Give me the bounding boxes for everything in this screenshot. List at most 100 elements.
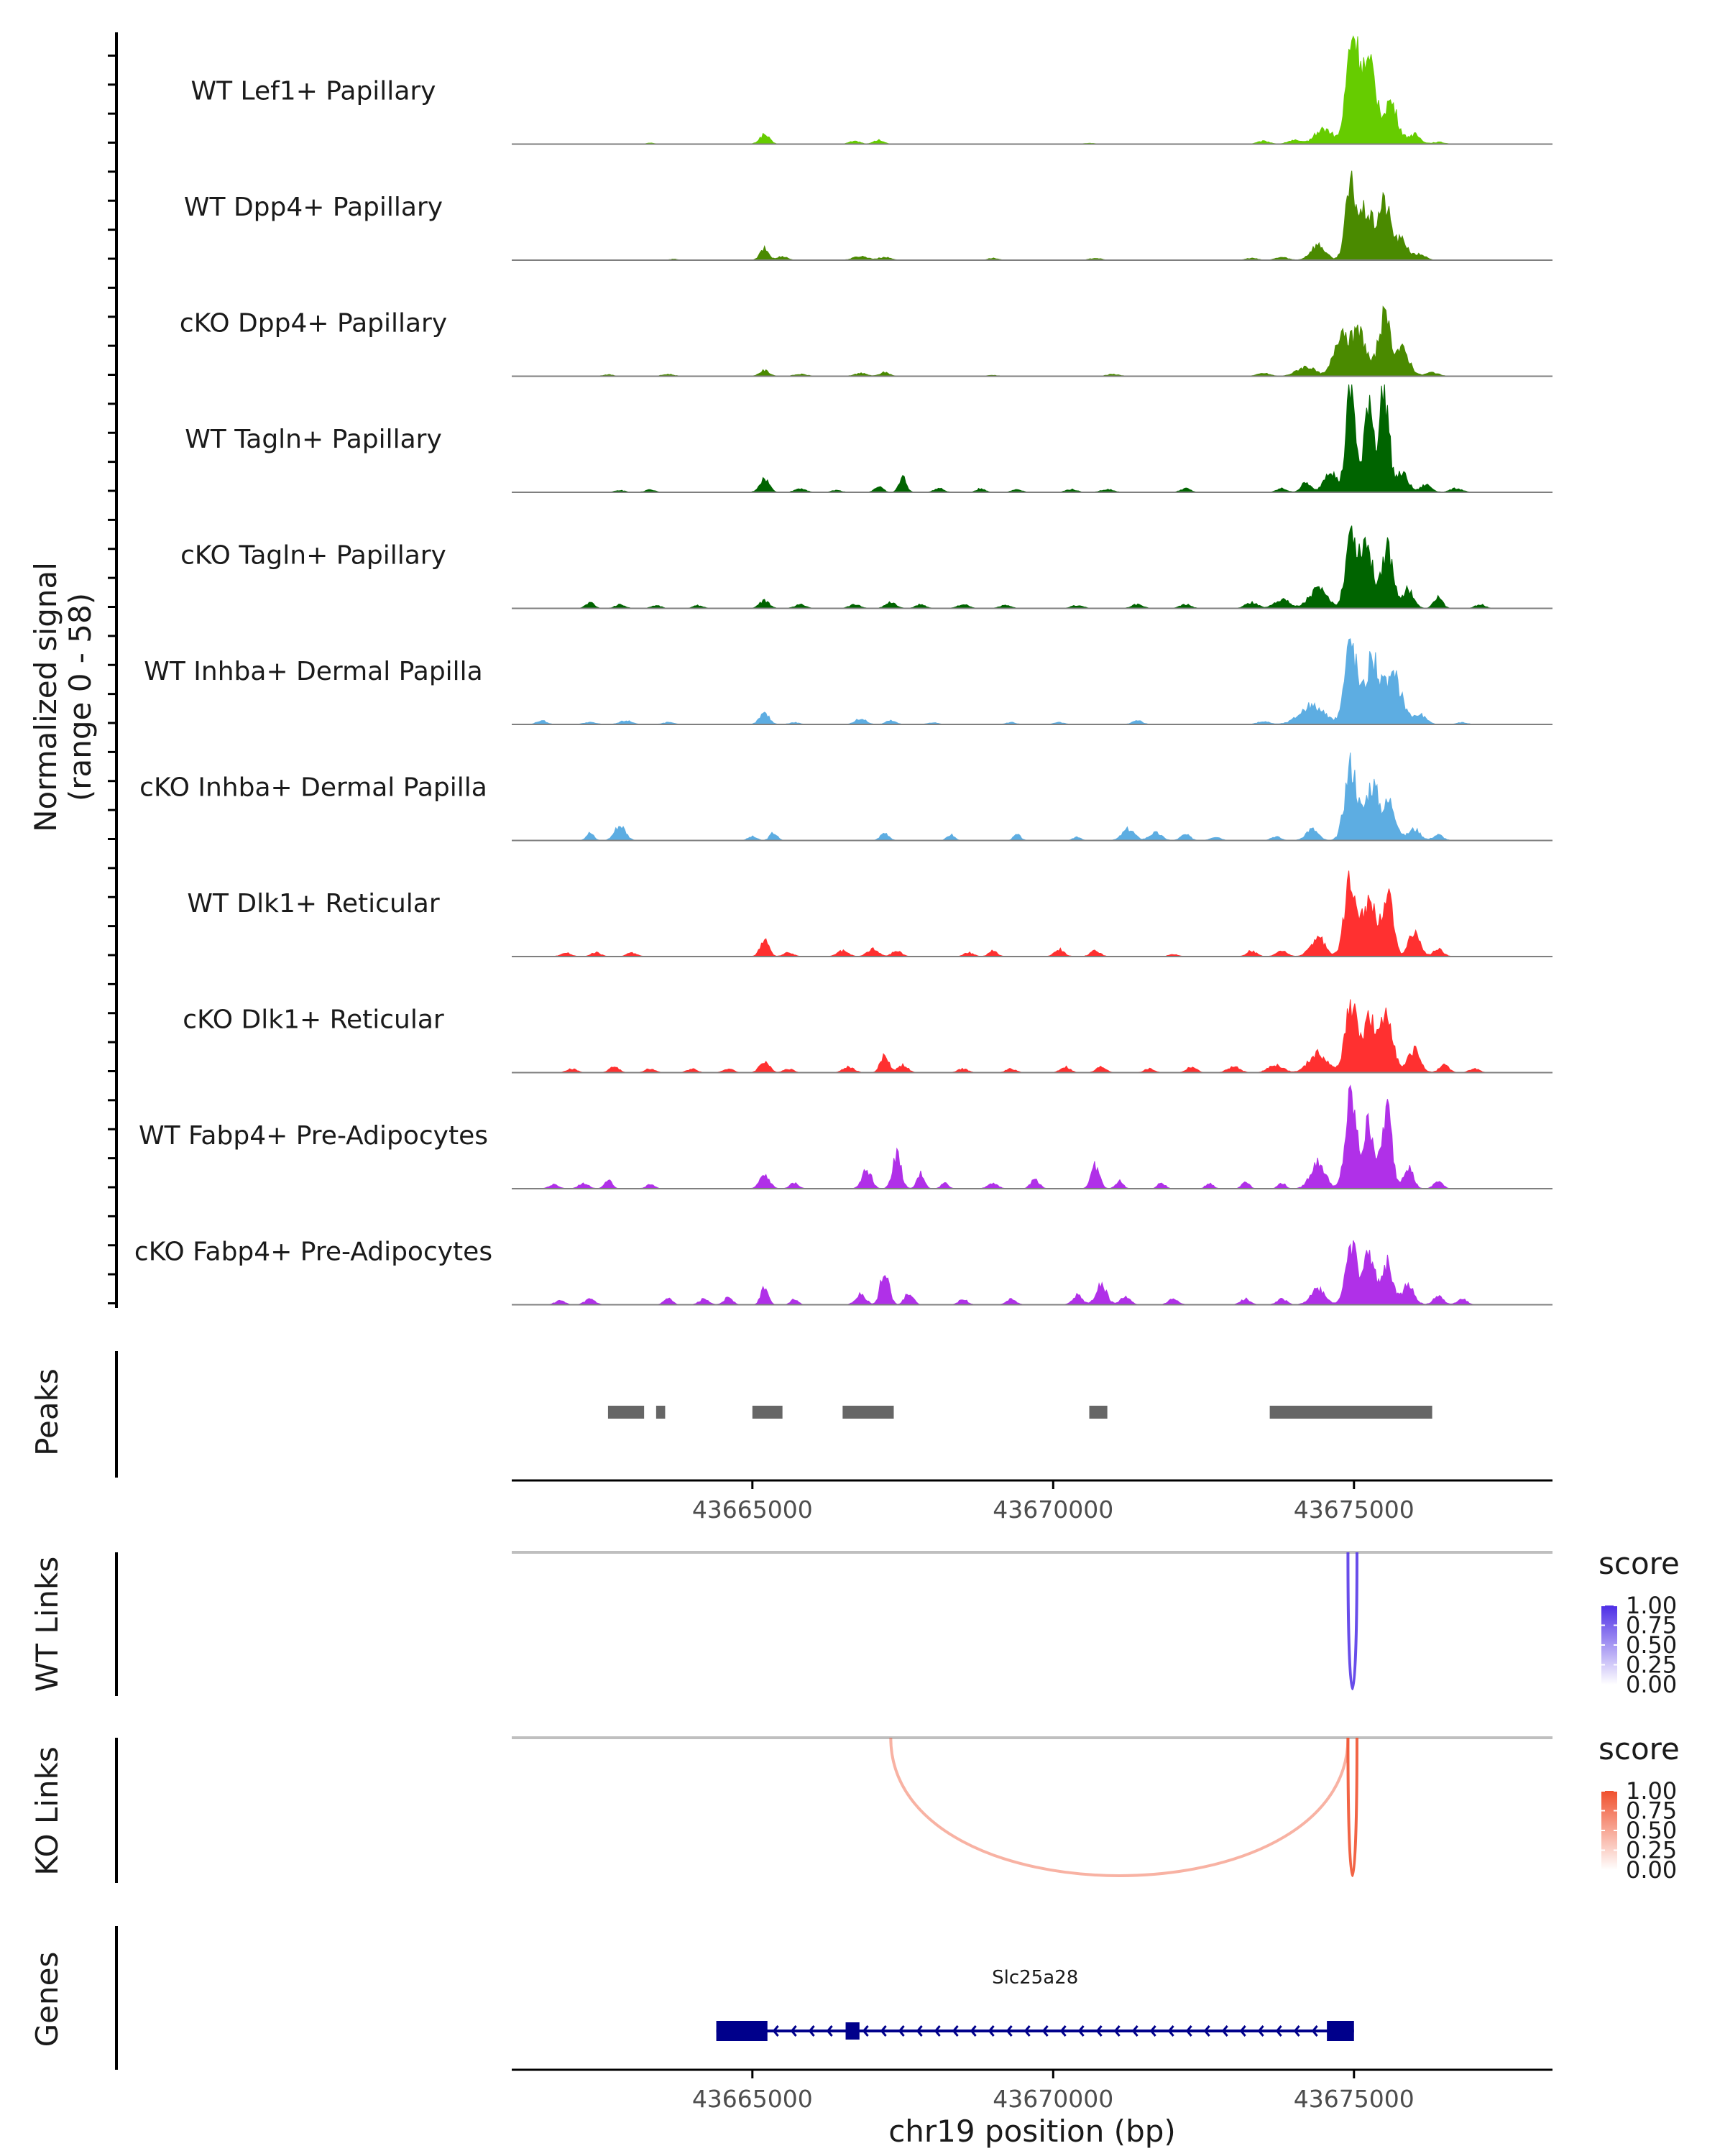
track-label: WT Dlk1+ Reticular bbox=[187, 889, 439, 918]
strand-arrow bbox=[1024, 2025, 1031, 2037]
strand-arrow bbox=[898, 2025, 905, 2037]
gene-name-label: Slc25a28 bbox=[992, 1967, 1078, 1989]
peak-region bbox=[752, 1406, 783, 1419]
x-tick-label: 43675000 bbox=[1294, 2085, 1414, 2113]
coverage-track: WT Dpp4+ Papillary bbox=[184, 170, 1552, 261]
signal-area bbox=[512, 638, 1552, 725]
peaks-label: Peaks bbox=[29, 1368, 65, 1456]
legend-colorbar bbox=[1601, 1606, 1617, 1685]
track-label: WT Lef1+ Papillary bbox=[191, 77, 436, 106]
coverage-track: WT Tagln+ Papillary bbox=[185, 384, 1552, 493]
peak-region bbox=[656, 1406, 666, 1419]
links-track: WT Links score 1.000.750.500.250.00 bbox=[29, 1546, 1680, 1698]
legend-tick-label: 0.00 bbox=[1626, 1856, 1677, 1884]
strand-arrow bbox=[1077, 2025, 1085, 2037]
track-label: cKO Tagln+ Papillary bbox=[180, 541, 446, 571]
link-arc bbox=[1346, 1552, 1358, 1690]
signal-area bbox=[512, 384, 1552, 493]
strand-arrow bbox=[1006, 2025, 1013, 2037]
gene-model: Slc25a28 bbox=[716, 1967, 1354, 2041]
peak-region bbox=[842, 1406, 894, 1419]
signal-area bbox=[512, 1084, 1552, 1189]
signal-area bbox=[512, 870, 1552, 957]
strand-arrow bbox=[916, 2025, 923, 2037]
strand-arrow bbox=[1167, 2025, 1174, 2037]
track-label: WT Inhba+ Dermal Papilla bbox=[144, 657, 482, 686]
strand-arrow bbox=[862, 2025, 869, 2037]
peak-region bbox=[1269, 1406, 1432, 1419]
strand-arrow bbox=[1275, 2025, 1282, 2037]
strand-arrow bbox=[808, 2025, 815, 2037]
strand-arrow bbox=[1131, 2025, 1138, 2037]
coverage-track: cKO Dlk1+ Reticular bbox=[183, 999, 1552, 1074]
score-legend: score 1.000.750.500.250.00 bbox=[1598, 1546, 1680, 1698]
x-tick-label: 43670000 bbox=[993, 1496, 1113, 1524]
strand-arrow bbox=[952, 2025, 959, 2037]
x-tick-label: 43665000 bbox=[692, 2085, 813, 2113]
legend-title: score bbox=[1598, 1546, 1680, 1581]
x-tick-label: 43665000 bbox=[692, 1496, 813, 1524]
coverage-track: WT Dlk1+ Reticular bbox=[187, 870, 1552, 957]
signal-area bbox=[512, 170, 1552, 261]
strand-arrow bbox=[934, 2025, 941, 2037]
track-label: cKO Dpp4+ Papillary bbox=[180, 309, 447, 338]
genes-panel: Genes Slc25a28 bbox=[29, 1926, 1354, 2070]
coverage-track: cKO Dpp4+ Papillary bbox=[180, 305, 1552, 377]
track-label: WT Fabp4+ Pre-Adipocytes bbox=[139, 1121, 488, 1151]
x-axis-top: 43665000 43670000 43675000 bbox=[512, 1479, 1552, 1524]
score-legend: score 1.000.750.500.250.00 bbox=[1598, 1731, 1680, 1884]
legend-colorbar bbox=[1601, 1791, 1617, 1870]
signal-area bbox=[512, 305, 1552, 377]
strand-arrow bbox=[880, 2025, 887, 2037]
track-label: cKO Dlk1+ Reticular bbox=[183, 1005, 444, 1035]
legend-tick-label: 0.50 bbox=[1626, 1631, 1677, 1659]
coverage-track: cKO Inhba+ Dermal Papilla bbox=[139, 752, 1552, 842]
x-axis-bottom: chr19 position (bp) 43665000 43670000 4367… bbox=[512, 2068, 1552, 2149]
track-label: WT Dpp4+ Papillary bbox=[184, 193, 443, 222]
peak-region bbox=[607, 1406, 645, 1419]
legend-tick-label: 0.00 bbox=[1626, 1671, 1677, 1698]
x-tick-label: 43670000 bbox=[993, 2085, 1113, 2113]
gene-exon bbox=[1327, 2021, 1354, 2041]
coverage-panel: WT Lef1+ Papillary WT Dpp4+ Papillary cKO … bbox=[108, 32, 1552, 1308]
links-label: KO Links bbox=[29, 1746, 65, 1876]
strand-arrow bbox=[790, 2025, 797, 2037]
legend-tick-label: 0.75 bbox=[1626, 1797, 1677, 1825]
strand-arrow bbox=[1239, 2025, 1246, 2037]
track-label: WT Tagln+ Papillary bbox=[185, 425, 442, 454]
strand-arrow bbox=[988, 2025, 995, 2037]
track-label: cKO Fabp4+ Pre-Adipocytes bbox=[134, 1238, 492, 1267]
legend-tick-label: 0.50 bbox=[1626, 1817, 1677, 1844]
strand-arrow bbox=[970, 2025, 977, 2037]
coverage-track: WT Fabp4+ Pre-Adipocytes bbox=[139, 1084, 1552, 1189]
signal-area bbox=[512, 35, 1552, 144]
strand-arrow bbox=[1149, 2025, 1156, 2037]
track-label: cKO Inhba+ Dermal Papilla bbox=[139, 773, 487, 803]
signal-area bbox=[512, 1240, 1552, 1305]
peaks-panel: Peaks bbox=[29, 1351, 1432, 1478]
coverage-track: WT Lef1+ Papillary bbox=[191, 35, 1552, 145]
x-tick-label: 43675000 bbox=[1294, 1496, 1414, 1524]
coverage-ylabel-line1: Normalized signal bbox=[28, 562, 63, 832]
strand-arrow bbox=[826, 2025, 833, 2037]
link-arc bbox=[889, 1737, 1350, 1877]
strand-arrow bbox=[1095, 2025, 1103, 2037]
links-label: WT Links bbox=[29, 1557, 65, 1692]
strand-arrow bbox=[1041, 2025, 1049, 2037]
coverage-track: cKO Fabp4+ Pre-Adipocytes bbox=[134, 1238, 1552, 1306]
coverage-ylabel-line2: (range 0 - 58) bbox=[63, 593, 98, 801]
legend-tick-label: 0.25 bbox=[1626, 1837, 1677, 1864]
signal-area bbox=[512, 752, 1552, 841]
strand-arrow bbox=[1293, 2025, 1300, 2037]
legend-tick-label: 0.75 bbox=[1626, 1612, 1677, 1639]
x-axis-title: chr19 position (bp) bbox=[888, 2114, 1176, 2149]
gene-exon bbox=[716, 2021, 768, 2041]
legend-tick-label: 0.25 bbox=[1626, 1651, 1677, 1679]
strand-arrow bbox=[1221, 2025, 1228, 2037]
strand-arrow bbox=[1311, 2025, 1318, 2037]
link-arc bbox=[1346, 1737, 1358, 1877]
legend-title: score bbox=[1598, 1731, 1680, 1766]
coverage-track: cKO Tagln+ Papillary bbox=[180, 525, 1552, 609]
